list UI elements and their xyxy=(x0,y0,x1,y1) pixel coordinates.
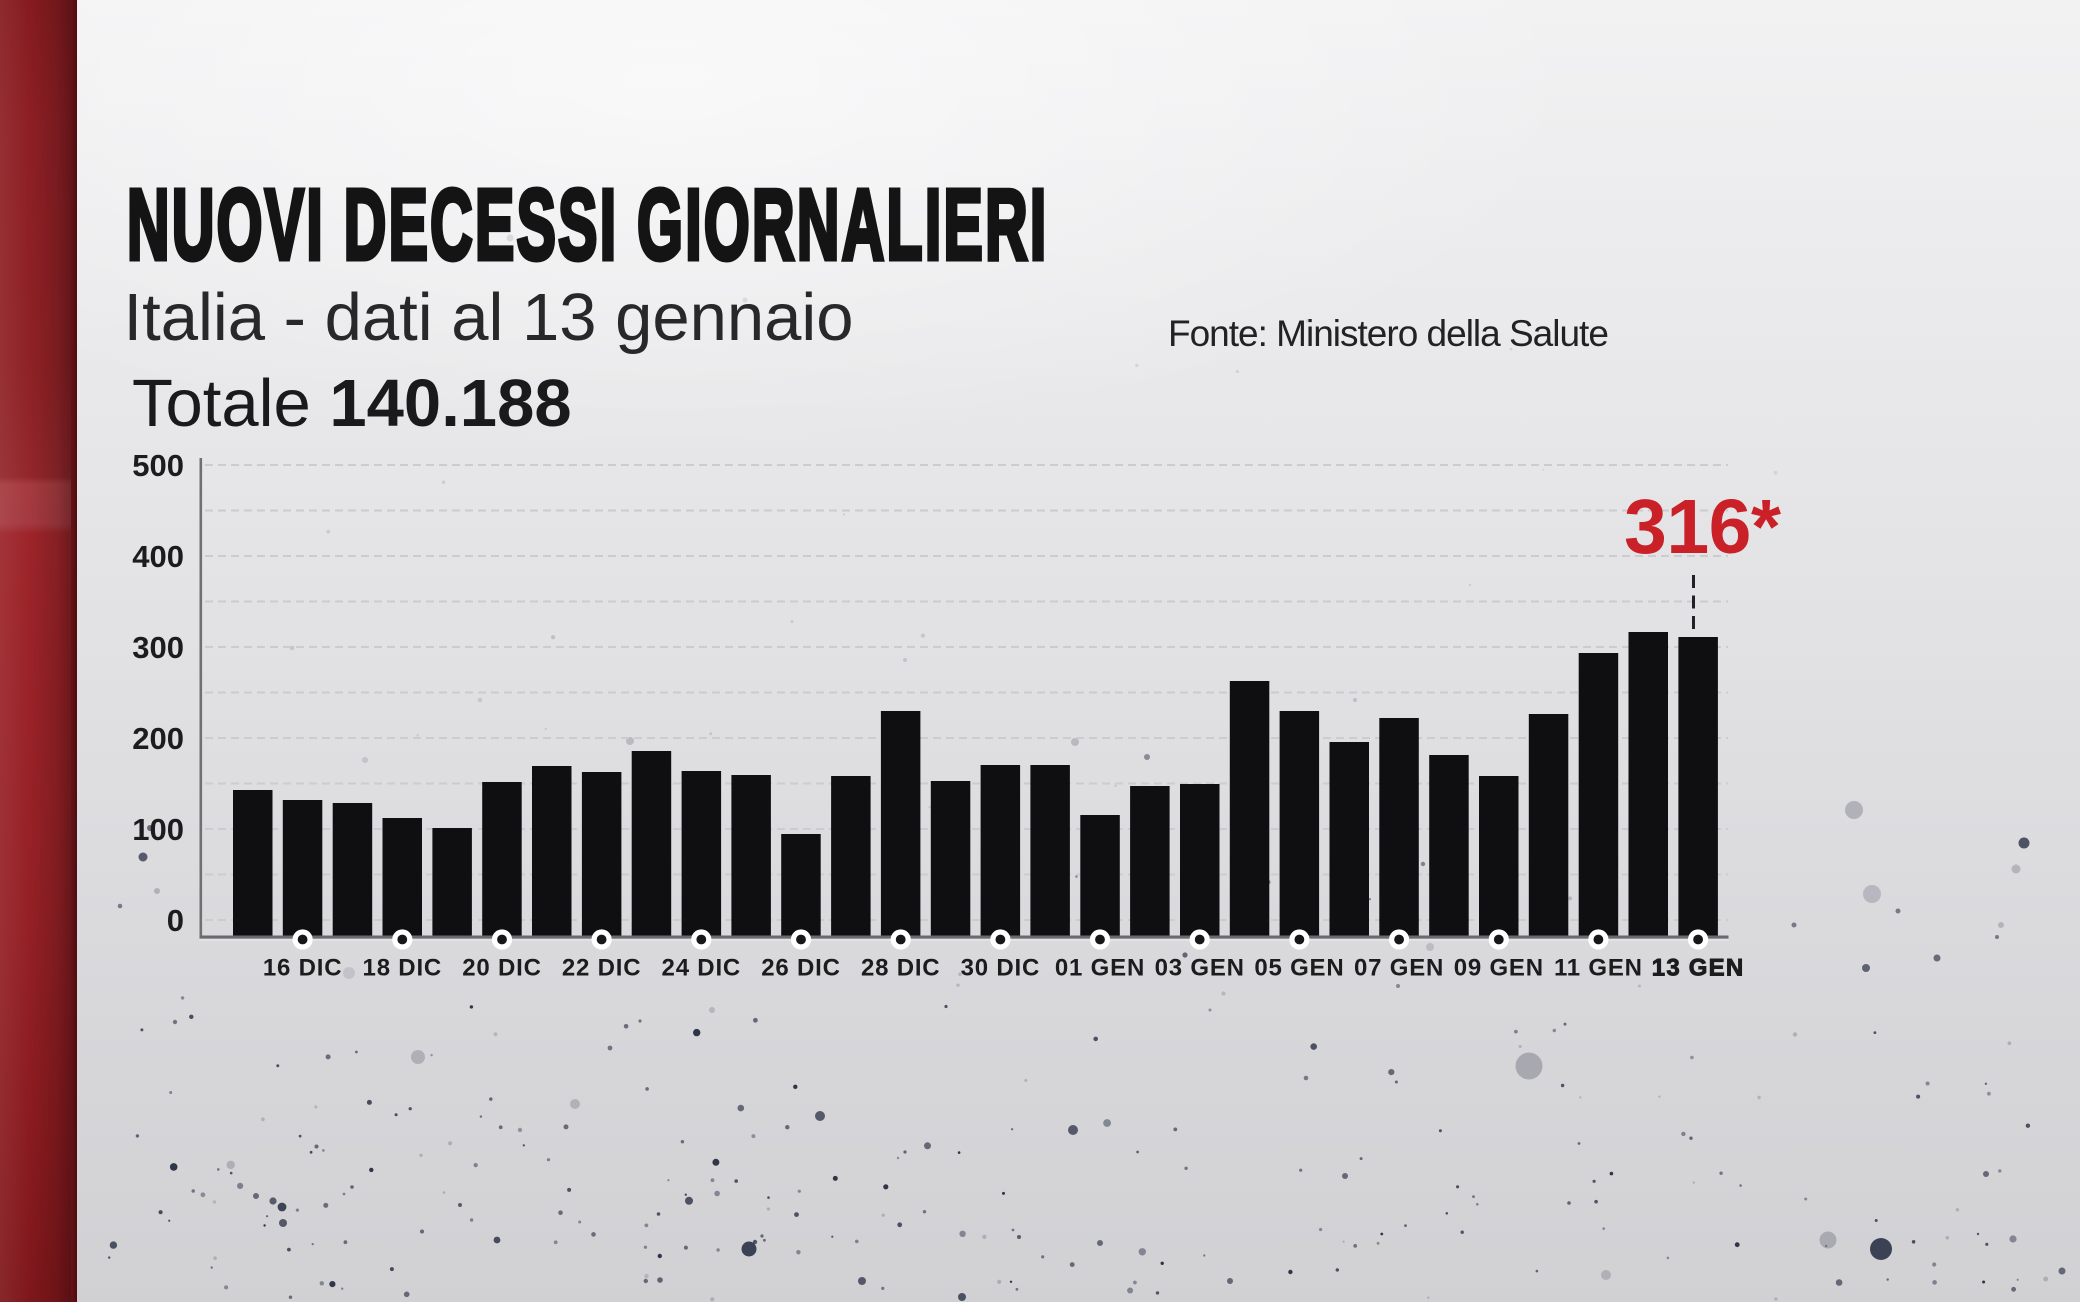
svg-text:03 GEN: 03 GEN xyxy=(1155,955,1245,982)
svg-text:30 DIC: 30 DIC xyxy=(961,955,1041,982)
svg-text:400: 400 xyxy=(132,539,184,574)
svg-text:22 DIC: 22 DIC xyxy=(562,955,642,982)
svg-text:11 GEN: 11 GEN xyxy=(1554,955,1643,982)
svg-text:09 GEN: 09 GEN xyxy=(1454,955,1544,982)
svg-text:18 DIC: 18 DIC xyxy=(363,955,443,982)
svg-text:300: 300 xyxy=(132,630,184,665)
svg-text:13 GEN: 13 GEN xyxy=(1652,955,1745,982)
svg-text:24 DIC: 24 DIC xyxy=(662,955,742,982)
svg-text:500: 500 xyxy=(132,448,184,483)
svg-text:0: 0 xyxy=(167,903,184,938)
svg-text:100: 100 xyxy=(132,812,184,847)
svg-text:05 GEN: 05 GEN xyxy=(1254,955,1344,982)
svg-text:26 DIC: 26 DIC xyxy=(761,955,841,982)
svg-text:200: 200 xyxy=(132,721,184,756)
svg-text:316*: 316* xyxy=(1624,484,1781,570)
svg-text:07 GEN: 07 GEN xyxy=(1354,955,1444,982)
svg-text:28 DIC: 28 DIC xyxy=(861,955,941,982)
svg-text:20 DIC: 20 DIC xyxy=(462,955,542,982)
svg-text:01 GEN: 01 GEN xyxy=(1055,955,1145,982)
svg-text:16 DIC: 16 DIC xyxy=(263,955,343,982)
